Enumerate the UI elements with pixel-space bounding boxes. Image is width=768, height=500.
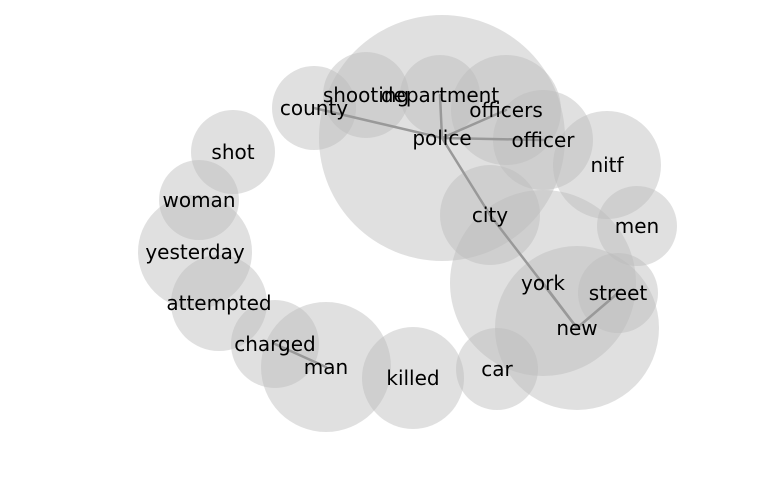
- edge-layer: [273, 93, 620, 369]
- word-label-woman: woman: [162, 188, 235, 212]
- word-label-killed: killed: [386, 366, 439, 390]
- word-label-man: man: [304, 355, 348, 379]
- word-label-shooting: shooting: [323, 83, 409, 107]
- edge-man-charged: [273, 342, 328, 369]
- bubble-woman: [159, 160, 239, 240]
- word-label-attempted: attempted: [166, 291, 271, 315]
- edge-new-street: [575, 291, 620, 330]
- word-label-street: street: [589, 281, 648, 305]
- word-label-police: police: [412, 126, 471, 150]
- word-label-york: york: [521, 271, 565, 295]
- word-label-charged: charged: [234, 332, 316, 356]
- edge-police-officers: [440, 108, 508, 140]
- label-layer: police city york new officers officer departme…: [145, 83, 659, 390]
- bubble-attempted: [171, 255, 267, 351]
- edge-york-new: [541, 281, 579, 330]
- bubble-nitf: [553, 111, 661, 219]
- word-label-new: new: [556, 316, 597, 340]
- bubble-killed: [362, 327, 464, 429]
- bubble-shot: [191, 110, 275, 194]
- word-label-department: department: [381, 83, 499, 107]
- word-label-nitf: nitf: [590, 153, 624, 177]
- bubble-shooting: [323, 52, 409, 138]
- bubble-yesterday: [138, 195, 252, 309]
- edge-police-county: [312, 106, 444, 140]
- word-label-men: men: [615, 214, 659, 238]
- edge-police-city: [440, 136, 492, 217]
- word-label-officer: officer: [511, 128, 575, 152]
- word-label-shot: shot: [211, 140, 254, 164]
- edge-police-officer: [440, 136, 545, 142]
- bubble-car: [456, 328, 538, 410]
- bubble-men: [597, 186, 677, 266]
- word-label-yesterday: yesterday: [145, 240, 245, 264]
- word-label-city: city: [472, 203, 508, 227]
- word-label-county: county: [280, 96, 348, 120]
- edge-police-department: [438, 93, 444, 140]
- word-label-car: car: [481, 357, 513, 381]
- word-label-officers: officers: [469, 98, 543, 122]
